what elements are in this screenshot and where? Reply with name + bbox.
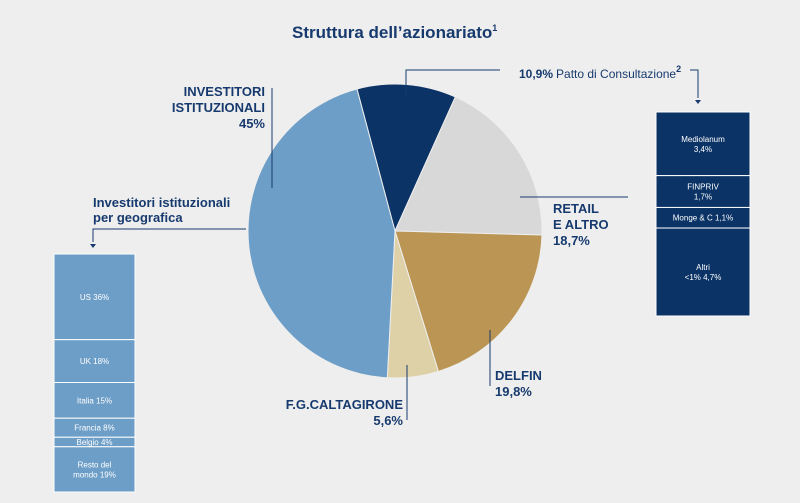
pie-slice-delfin xyxy=(394,230,543,373)
patto-label: Patto di Consultazione xyxy=(556,67,676,81)
chart-title-note: 1 xyxy=(492,23,497,33)
leader-lines xyxy=(90,69,701,420)
geo-box-segment-5-line-1: Belgio 4% xyxy=(76,438,112,447)
geo-box-segment-6 xyxy=(53,446,136,493)
geo-box-segment-1-line-1: US 36% xyxy=(80,293,109,302)
label-retail-line-2: E ALTRO xyxy=(553,217,609,232)
label-delfin-line-1: DELFIN xyxy=(495,368,542,383)
patto-note: 2 xyxy=(676,64,681,74)
label-istituzionali-line-2: ISTITUZIONALI xyxy=(172,100,265,115)
value-istituzionali: 45% xyxy=(239,116,265,131)
value-retail: 18,7% xyxy=(553,233,590,248)
patto-box-segment-1 xyxy=(655,111,751,177)
patto-box-segment-4-line-1: Altri xyxy=(696,263,710,272)
label-retail-line-1: RETAIL xyxy=(553,201,599,216)
value-delfin: 19,8% xyxy=(495,384,532,399)
patto-box-segment-1-line-2: 3,4% xyxy=(694,145,712,154)
chart-title: Struttura dell’azionariato1 xyxy=(292,23,497,42)
pie xyxy=(247,83,543,379)
patto-arrow-icon xyxy=(695,100,701,104)
geo-box-segment-2-line-1: UK 18% xyxy=(80,357,109,366)
leader-patto-right xyxy=(690,69,699,98)
geo-box-segment-3-line-1: Italia 15% xyxy=(77,396,112,405)
geografica-breakdown-box: US 36% UK 18% Italia 15% Francia 8% Belgio 4… xyxy=(53,253,136,493)
patto-box-segment-2-line-1: FINPRIV xyxy=(687,183,719,192)
geo-box-segment-1 xyxy=(53,253,136,341)
pie-slice-patto xyxy=(356,83,457,233)
patto-box-segment-4 xyxy=(655,227,751,317)
geografica-label-line-2: per geografica xyxy=(93,210,183,225)
geo-box-segment-6-line-1: Resto del xyxy=(78,460,112,469)
label-istituzionali-line-1: INVESTITORI xyxy=(184,84,265,99)
geografica-group: Investitori istituzionali per geografica xyxy=(93,195,230,225)
patto-box-segment-4-line-2: <1% 4,7% xyxy=(685,273,722,282)
leader-patto-left xyxy=(405,69,500,96)
pie-slice-retail xyxy=(394,96,543,236)
patto-group: 10,9% Patto di Consultazione2 xyxy=(519,64,681,81)
patto-box-segment-2-line-2: 1,7% xyxy=(694,193,712,202)
patto-heading: 10,9% Patto di Consultazione2 xyxy=(519,64,681,81)
leader-geografica xyxy=(92,228,246,242)
geografica-arrow-icon xyxy=(90,244,96,248)
pie-slice-istituzionali xyxy=(247,88,396,379)
value-caltagirone: 5,6% xyxy=(373,413,403,428)
geo-box-segment-6-line-2: mondo 19% xyxy=(73,470,116,479)
geo-box-segment-3 xyxy=(53,382,136,419)
patto-pct: 10,9% xyxy=(519,67,553,81)
patto-box-segment-2 xyxy=(655,175,751,208)
patto-box-segment-1-line-1: Mediolanum xyxy=(681,135,725,144)
label-caltagirone-line-1: F.G.CALTAGIRONE xyxy=(286,397,404,412)
patto-box-segment-3-line-1: Monge & C 1,1% xyxy=(673,214,733,223)
geografica-label-line-1: Investitori istituzionali xyxy=(93,195,230,210)
geo-box-segment-4-line-1: Francia 8% xyxy=(74,424,114,433)
geo-box-segment-2 xyxy=(53,339,136,384)
